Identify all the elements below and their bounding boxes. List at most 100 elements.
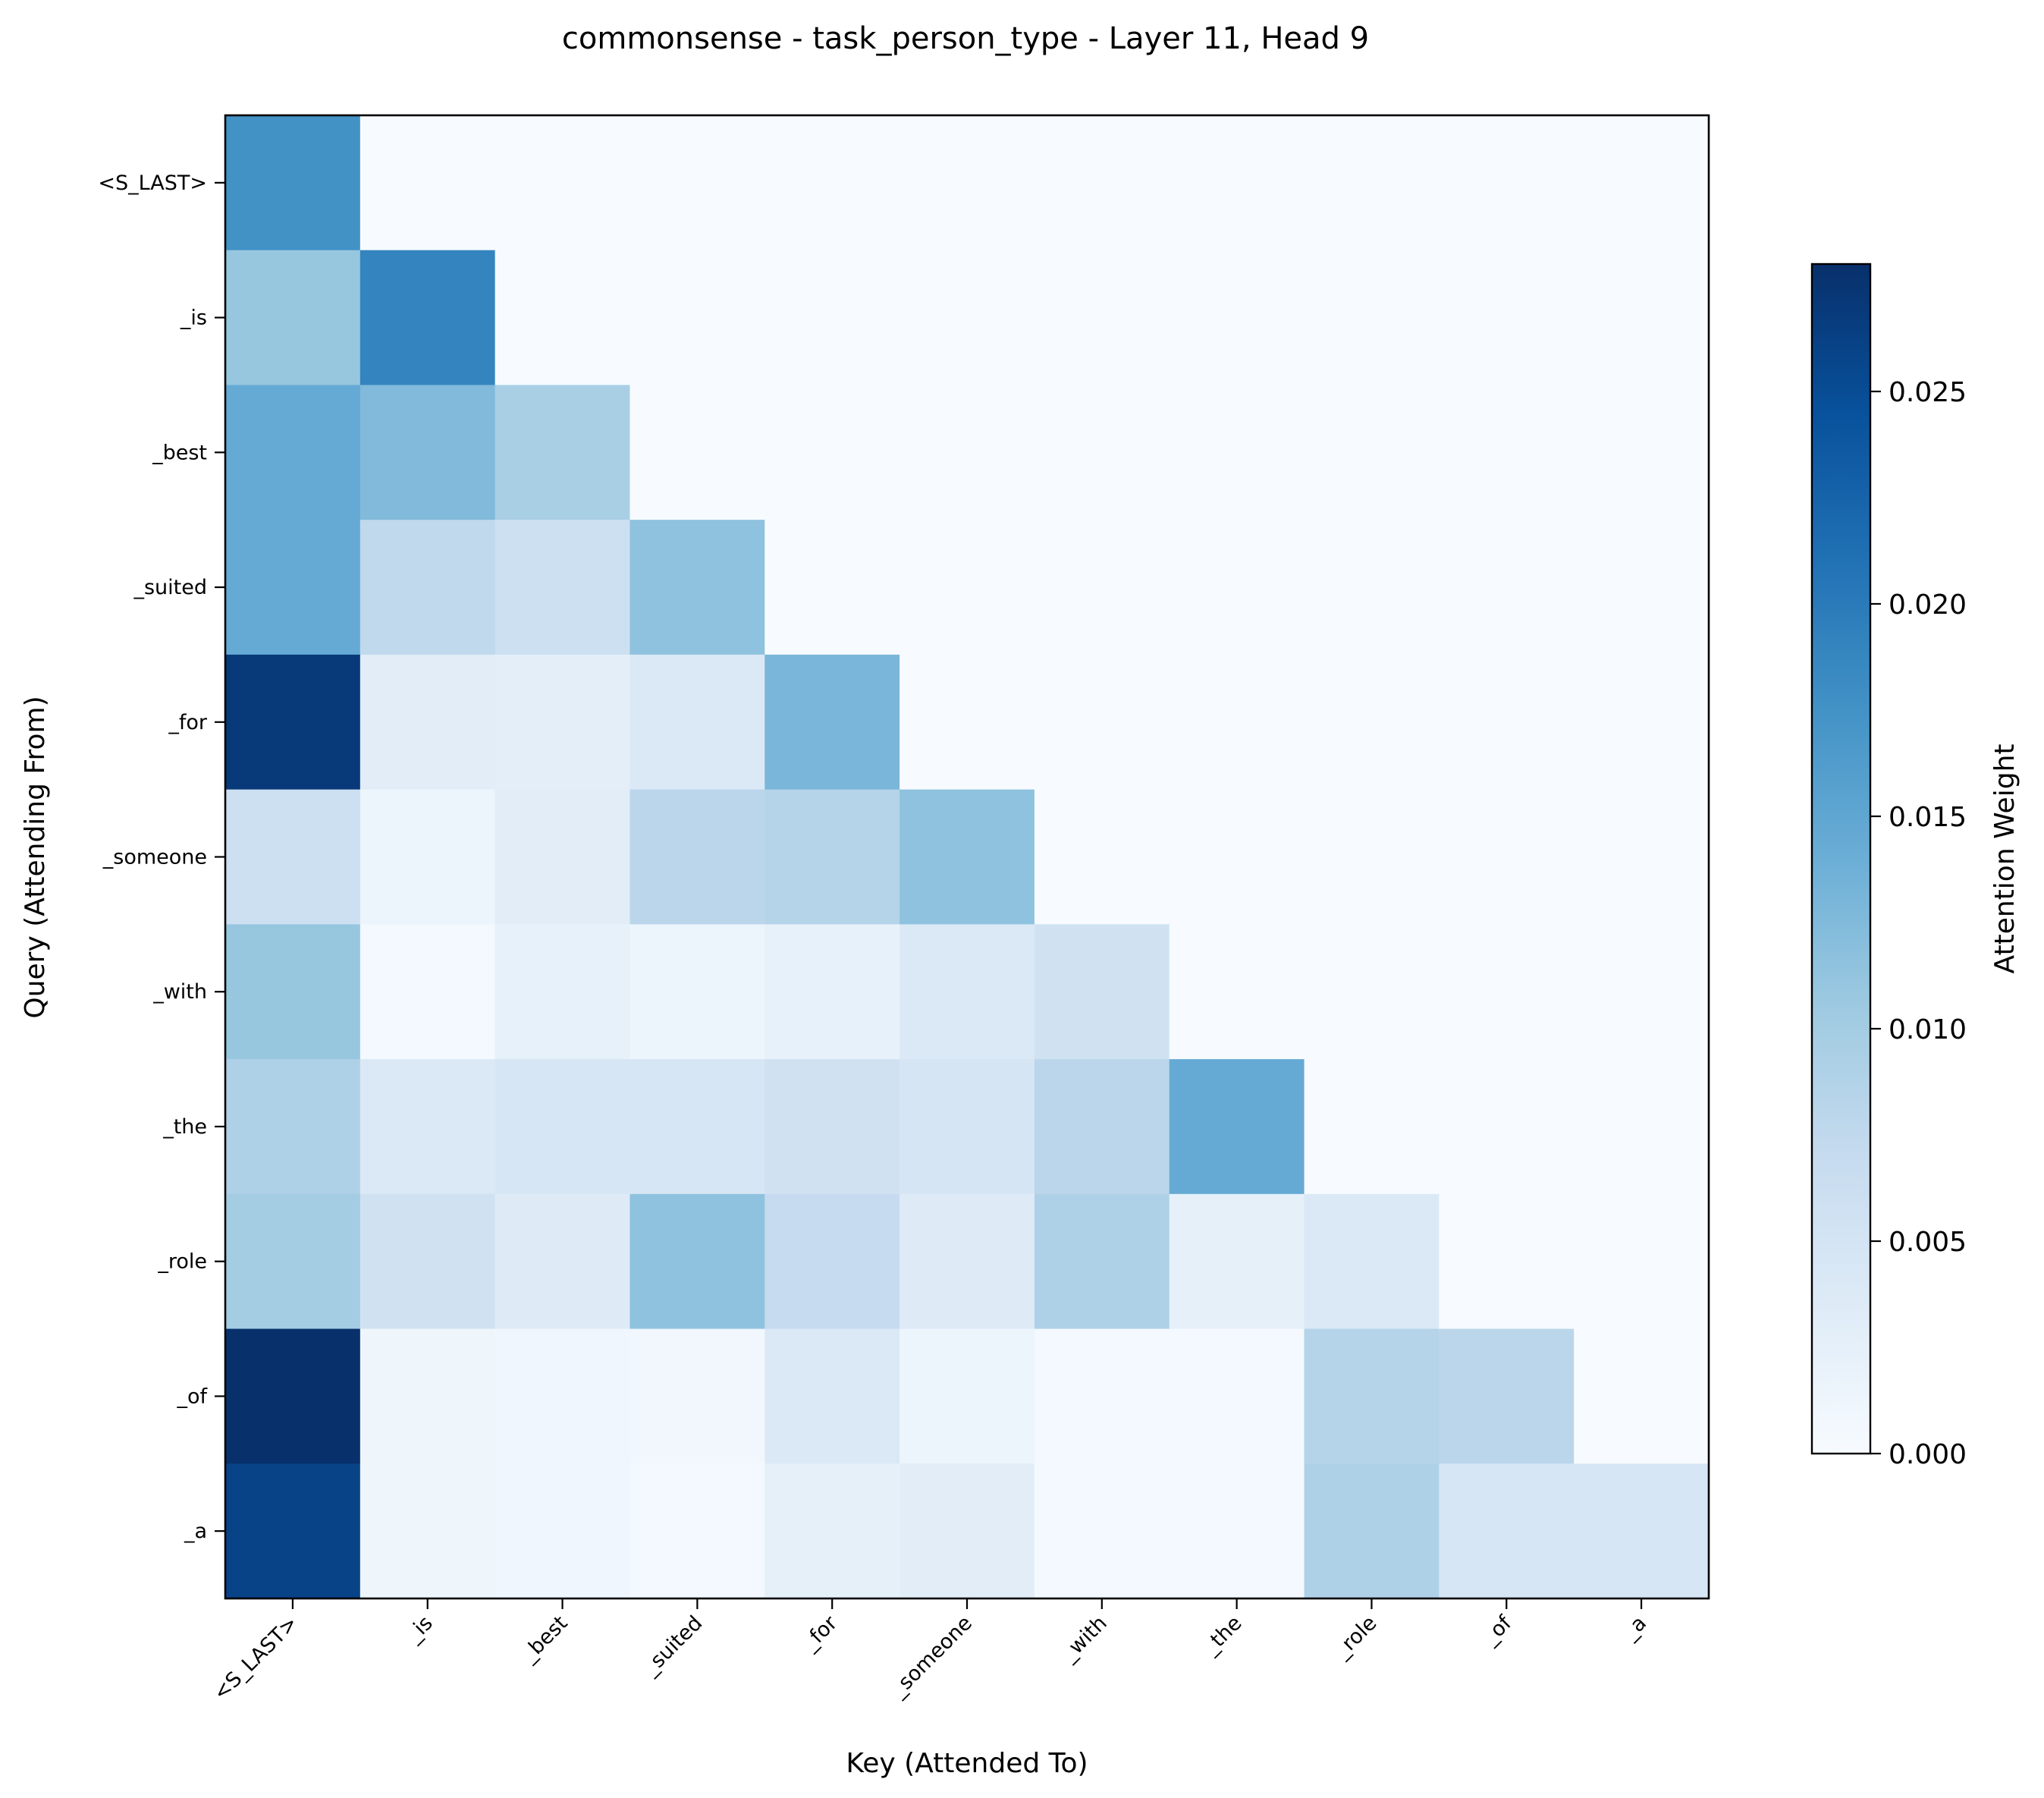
heatmap-cell bbox=[225, 654, 361, 791]
heatmap-cell bbox=[1304, 1059, 1440, 1195]
heatmap-cell bbox=[900, 654, 1035, 791]
heatmap-cell bbox=[1304, 1463, 1440, 1599]
colorbar bbox=[1810, 262, 1872, 1455]
x-tick-label: _someone bbox=[886, 1611, 977, 1702]
heatmap-cell bbox=[495, 1193, 631, 1330]
heatmap-cell bbox=[495, 250, 631, 386]
colorbar-ticks: 0.000 0.005 0.010 0.015 0.020 0.025 bbox=[1870, 377, 1967, 1470]
heatmap-cell bbox=[630, 1193, 765, 1330]
heatmap-cell bbox=[1304, 789, 1440, 925]
heatmap-cell bbox=[630, 789, 765, 925]
x-tick-label: _for bbox=[798, 1611, 843, 1655]
heatmap-cell bbox=[1439, 1463, 1575, 1599]
y-axis-label: Query (Attending From) bbox=[20, 696, 51, 1018]
heatmap-cell bbox=[765, 520, 900, 655]
colorbar-tick-label: 0.025 bbox=[1889, 377, 1967, 408]
x-tick-label: _a bbox=[1618, 1611, 1651, 1645]
heatmap-cell bbox=[225, 115, 361, 251]
heatmap-cell bbox=[495, 1059, 631, 1195]
heatmap-cell bbox=[1574, 115, 1710, 251]
heatmap-cell bbox=[1034, 250, 1170, 386]
heatmap-cell bbox=[1574, 1463, 1710, 1599]
y-tick-label: _is bbox=[180, 306, 207, 330]
x-tick-label: _is bbox=[401, 1611, 437, 1647]
y-tick-label: _a bbox=[184, 1520, 207, 1543]
heatmap-cell bbox=[1034, 789, 1170, 925]
heatmap-cell bbox=[1439, 924, 1575, 1060]
heatmap-cell bbox=[630, 520, 765, 655]
x-tick-label: _role bbox=[1330, 1611, 1381, 1663]
heatmap-cell bbox=[225, 385, 361, 520]
colorbar-label: Attention Weight bbox=[1989, 743, 2020, 973]
heatmap-cell bbox=[360, 115, 496, 251]
heatmap-cell bbox=[225, 789, 361, 925]
heatmap-cell bbox=[1439, 1328, 1575, 1464]
heatmap-cell bbox=[1304, 1193, 1440, 1330]
y-tick-label: _role bbox=[157, 1250, 207, 1274]
heatmap-cell bbox=[630, 924, 765, 1060]
heatmap-cell bbox=[360, 520, 496, 655]
y-tick-label: _suited bbox=[133, 576, 207, 599]
heatmap-cell bbox=[360, 1193, 496, 1330]
heatmap-cell bbox=[1169, 520, 1305, 655]
heatmap-cell bbox=[1169, 385, 1305, 520]
heatmap-cell bbox=[1439, 115, 1575, 251]
y-tick-label: _best bbox=[152, 441, 207, 464]
heatmap-cell bbox=[1304, 115, 1440, 251]
heatmap-cell bbox=[495, 924, 631, 1060]
heatmap-cell bbox=[495, 789, 631, 925]
y-tick-label: <S_LAST> bbox=[98, 171, 207, 195]
heatmap-cell bbox=[1574, 250, 1710, 386]
heatmap-cell bbox=[1439, 654, 1575, 791]
colorbar-tick-label: 0.005 bbox=[1889, 1227, 1967, 1258]
heatmap-cell bbox=[630, 1463, 765, 1599]
heatmap-cell bbox=[495, 520, 631, 655]
x-axis-ticks: <S_LAST> _is _best _suited _for _someone _with… bbox=[209, 1598, 1651, 1705]
x-tick-label: _best bbox=[516, 1611, 572, 1667]
heatmap-cell bbox=[900, 924, 1035, 1060]
heatmap-cell bbox=[360, 789, 496, 925]
heatmap-cell bbox=[1034, 924, 1170, 1060]
heatmap-cell bbox=[900, 1059, 1035, 1195]
heatmap-cell bbox=[900, 1328, 1035, 1464]
heatmap-cell bbox=[1574, 385, 1710, 520]
heatmap-cell bbox=[225, 924, 361, 1060]
y-axis-ticks: <S_LAST> _is _best _suited _for _someone _with… bbox=[98, 171, 225, 1543]
heatmap-cell bbox=[900, 1193, 1035, 1330]
heatmap-cell bbox=[1574, 520, 1710, 655]
colorbar-tick-label: 0.020 bbox=[1889, 589, 1967, 621]
heatmap-cell bbox=[765, 789, 900, 925]
x-tick-label: _the bbox=[1198, 1611, 1247, 1660]
heatmap-cell bbox=[630, 1328, 765, 1464]
heatmap-cell bbox=[495, 1328, 631, 1464]
heatmap-cell bbox=[1169, 1463, 1305, 1599]
heatmap-cell bbox=[630, 385, 765, 520]
x-tick-label: _suited bbox=[638, 1611, 707, 1680]
heatmap-cell bbox=[360, 654, 496, 791]
heatmap-cell bbox=[765, 250, 900, 386]
heatmap-cell bbox=[765, 1463, 900, 1599]
heatmap-cell bbox=[900, 115, 1035, 251]
heatmap-cell bbox=[900, 520, 1035, 655]
heatmap-cell bbox=[495, 115, 631, 251]
chart-title: commonsense - task_person_type - Layer 1… bbox=[562, 21, 1369, 56]
heatmap-cell bbox=[1034, 1059, 1170, 1195]
heatmap-cell bbox=[1169, 1059, 1305, 1195]
heatmap-cell bbox=[1169, 1328, 1305, 1464]
heatmap-cell bbox=[900, 1463, 1035, 1599]
heatmap-cell bbox=[765, 385, 900, 520]
heatmap-cell bbox=[765, 924, 900, 1060]
heatmap-cell bbox=[1574, 1193, 1710, 1330]
heatmap-cell bbox=[360, 1059, 496, 1195]
heatmap-cell bbox=[900, 385, 1035, 520]
heatmap-cell bbox=[1169, 1193, 1305, 1330]
heatmap-cell bbox=[1034, 385, 1170, 520]
heatmap-cell bbox=[1034, 654, 1170, 791]
heatmap-cell bbox=[1439, 1193, 1575, 1330]
heatmap-cell bbox=[765, 1328, 900, 1464]
heatmap-cell bbox=[1169, 115, 1305, 251]
y-tick-label: _the bbox=[162, 1115, 207, 1139]
x-axis-label: Key (Attended To) bbox=[846, 1748, 1088, 1779]
heatmap-cell bbox=[1034, 115, 1170, 251]
heatmap-cell bbox=[360, 1328, 496, 1464]
